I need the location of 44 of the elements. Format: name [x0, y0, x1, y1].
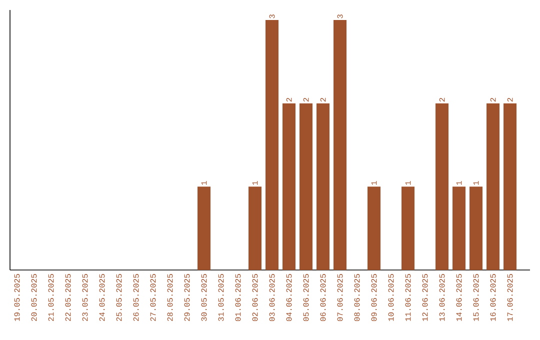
x-tick-label: 03.06.2025 — [269, 274, 275, 322]
x-tick-label: 21.05.2025 — [48, 274, 54, 321]
x-tick-label: 09.06.2025 — [371, 274, 377, 322]
x-tick-label: 14.06.2025 — [456, 274, 462, 321]
x-tick-label: 04.06.2025 — [286, 274, 292, 322]
x-tick-label: 12.06.2025 — [422, 274, 428, 321]
x-tick-label: 30.05.2025 — [201, 274, 207, 322]
x-tick-label: 05.06.2025 — [303, 274, 309, 322]
x-tick-label: 26.05.2025 — [133, 274, 139, 321]
x-tick-label: 02.06.2025 — [252, 274, 258, 322]
x-tick-label: 11.06.2025 — [405, 274, 411, 321]
data-label: 1 — [252, 181, 258, 185]
data-label: 1 — [405, 181, 411, 185]
data-label: 3 — [337, 14, 343, 18]
x-tick-label: 20.05.2025 — [31, 274, 37, 321]
data-label: 2 — [439, 98, 445, 102]
x-tick-label: 15.06.2025 — [473, 274, 479, 321]
x-tick-label: 24.05.2025 — [99, 274, 105, 321]
data-label: 1 — [201, 181, 207, 185]
x-tick-label: 01.06.2025 — [235, 274, 241, 322]
data-label: 3 — [269, 14, 275, 18]
x-tick-label: 06.06.2025 — [320, 274, 326, 322]
x-tick-label: 28.05.2025 — [167, 274, 173, 321]
data-label: 2 — [490, 98, 496, 102]
x-tick-label: 13.06.2025 — [439, 274, 445, 321]
data-label: 2 — [320, 98, 326, 102]
data-label: 2 — [286, 98, 292, 102]
x-tick-label: 22.05.2025 — [65, 274, 71, 321]
x-tick-label: 07.06.2025 — [337, 274, 343, 322]
data-label: 1 — [371, 181, 377, 185]
x-tick-label: 31.05.2025 — [218, 274, 224, 322]
x-tick-label: 25.05.2025 — [116, 274, 122, 321]
x-tick-label: 19.05.2025 — [14, 274, 20, 321]
x-tick-label: 10.06.2025 — [388, 274, 394, 321]
data-label: 2 — [507, 98, 513, 102]
data-label: 1 — [473, 181, 479, 185]
data-label: 2 — [303, 98, 309, 102]
x-tick-label: 16.06.2025 — [490, 274, 496, 321]
x-tick-label: 29.05.2025 — [184, 274, 190, 321]
data-label: 1 — [456, 181, 462, 185]
x-tick-label: 23.05.2025 — [82, 274, 88, 321]
x-tick-label: 27.05.2025 — [150, 274, 156, 321]
x-tick-label: 17.06.2025 — [507, 274, 513, 321]
x-tick-label: 08.06.2025 — [354, 274, 360, 322]
